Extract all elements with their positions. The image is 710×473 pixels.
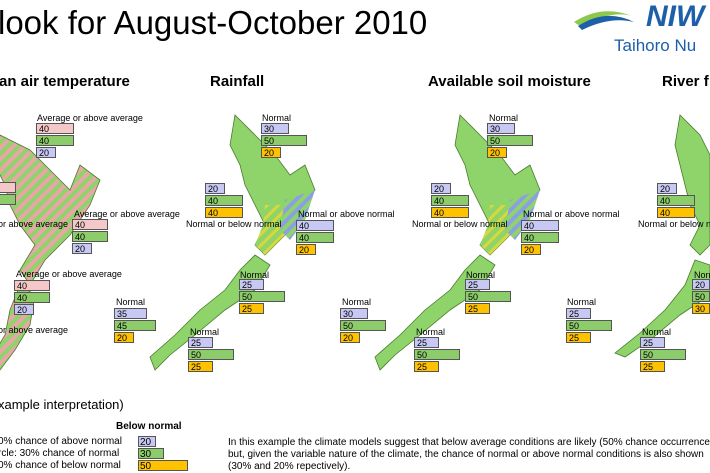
rain-label-5: Normal — [240, 270, 270, 280]
rain-bar-7-mid: 50 — [188, 349, 234, 360]
soil-bar-7-mid: 50 — [414, 349, 460, 360]
temp-bar-2-above: 40 — [72, 219, 108, 230]
niwa-logo: NIW — [574, 0, 707, 33]
soil-bar-2-normal: 20 — [431, 183, 451, 194]
soil-bar-3-normal: 40 — [521, 220, 559, 231]
soil-label-7: Normal — [416, 327, 446, 337]
temp-bar-left-normal — [0, 194, 16, 205]
rain-label-3: Normal or above normal — [298, 209, 395, 219]
temp-label-1: Average or above average — [37, 113, 143, 123]
temp-bar-3-normal: 40 — [14, 292, 50, 303]
example-explanation: In this example the climate models sugge… — [228, 437, 710, 472]
example-line-above: 0% chance of above normal — [0, 436, 122, 447]
soil-bar-7-below: 25 — [414, 361, 439, 372]
soil-label-6: Normal — [342, 297, 372, 307]
river-bar-1-normal: 20 — [657, 183, 677, 194]
rain-bar-3-mid: 40 — [296, 232, 334, 243]
soil-label-5: Normal — [466, 270, 496, 280]
soil-bar-1-normal: 30 — [487, 123, 515, 134]
temp-bar-2-below: 20 — [72, 243, 92, 254]
soil-bar-1-below: 20 — [487, 147, 507, 158]
temp-label-4: or above average — [0, 219, 69, 229]
rain-bar-1-normal: 30 — [261, 123, 289, 134]
rain-bar-5-below: 25 — [239, 303, 264, 314]
soil-bar-6-below: 20 — [340, 332, 360, 343]
soil-label-4: Normal or below normal — [412, 219, 508, 229]
example-bar-below: 50 — [138, 460, 188, 472]
header-soil-moisture: Available soil moisture — [428, 73, 591, 90]
soil-bar-7-normal: 25 — [414, 337, 439, 348]
temp-label-2: Average or above average — [74, 209, 180, 219]
soil-bar-5-below: 25 — [465, 303, 490, 314]
example-title: xample interpretation) — [0, 397, 124, 412]
rain-label-7: Normal — [190, 327, 220, 337]
river-label-4: Normal — [567, 297, 597, 307]
rain-bar-7-normal: 25 — [188, 337, 213, 348]
soil-bar-3-below: 20 — [521, 244, 541, 255]
river-label-5: Normal — [642, 327, 672, 337]
rain-bar-6-below: 20 — [114, 332, 134, 343]
example-bar-normal: 30 — [138, 448, 164, 460]
river-bar-3-normal: 20 — [692, 279, 710, 290]
temp-bar-2-normal: 40 — [72, 231, 108, 242]
temp-bar-1-below: 20 — [36, 147, 56, 158]
river-bar-1-below: 40 — [657, 207, 695, 218]
soil-label-1: Normal — [489, 113, 519, 123]
rain-label-4: Normal or below normal — [186, 219, 282, 229]
river-label-3: Norma — [694, 270, 710, 280]
logo-wordmark: NIW — [646, 0, 707, 33]
temp-bar-left-above — [0, 182, 16, 193]
river-bar-3-mid: 50 — [692, 291, 710, 302]
rain-bar-2-normal: 20 — [205, 183, 225, 194]
example-bar-above: 20 — [138, 436, 156, 448]
soil-bar-5-mid: 50 — [465, 291, 511, 302]
soil-bar-2-below: 40 — [431, 207, 469, 218]
header-rainfall: Rainfall — [210, 73, 265, 90]
header-river-flow: River f — [662, 73, 709, 90]
river-bar-4-mid: 50 — [566, 320, 612, 331]
rain-label-6: Normal — [116, 297, 146, 307]
temp-label-5: or above average — [0, 325, 69, 335]
soil-bar-6-normal: 30 — [340, 308, 368, 319]
soil-bar-5-normal: 25 — [465, 279, 490, 290]
soil-bar-3-mid: 40 — [521, 232, 559, 243]
rain-bar-2-below: 40 — [205, 207, 243, 218]
example-line-below: 0% chance of below normal — [0, 460, 121, 471]
rain-bar-1-below: 20 — [261, 147, 281, 158]
river-bar-4-below: 25 — [566, 332, 591, 343]
river-bar-5-below: 25 — [640, 361, 665, 372]
temp-bar-3-above: 40 — [14, 280, 50, 291]
temp-bar-1-normal: 40 — [36, 135, 74, 146]
rain-bar-1-mid: 50 — [261, 135, 307, 146]
rain-bar-2-mid: 40 — [205, 195, 243, 206]
river-label-2: Normal or below normal — [638, 219, 710, 229]
river-bar-1-mid: 40 — [657, 195, 695, 206]
temp-bar-3-below: 20 — [14, 304, 34, 315]
temp-bar-1-above: 40 — [36, 123, 74, 134]
rain-bar-7-below: 25 — [188, 361, 213, 372]
soil-bar-6-mid: 50 — [340, 320, 386, 331]
rain-bar-3-normal: 40 — [296, 220, 334, 231]
soil-bar-2-mid: 40 — [431, 195, 469, 206]
header-air-temperature: an air temperature — [0, 73, 130, 90]
river-bar-4-normal: 25 — [566, 308, 591, 319]
rain-bar-5-normal: 25 — [239, 279, 264, 290]
river-flow-map — [614, 114, 710, 358]
temp-label-3: Average or above average — [16, 269, 122, 279]
river-bar-3-below: 30 — [692, 303, 710, 314]
example-line-normal: rcle: 30% chance of normal — [0, 448, 120, 459]
rain-bar-6-mid: 45 — [114, 320, 156, 331]
river-bar-5-mid: 50 — [640, 349, 686, 360]
example-heading: Below normal — [116, 421, 182, 432]
river-bar-5-normal: 25 — [640, 337, 665, 348]
rain-bar-3-below: 20 — [296, 244, 316, 255]
soil-bar-1-mid: 50 — [487, 135, 533, 146]
logo-subtitle: Taihoro Nu — [614, 36, 697, 55]
rain-label-1: Normal — [262, 113, 292, 123]
page-title: look for August-October 2010 — [0, 4, 428, 41]
soil-label-3: Normal or above normal — [523, 209, 620, 219]
rain-bar-6-normal: 35 — [114, 308, 147, 319]
rain-bar-5-mid: 50 — [239, 291, 285, 302]
